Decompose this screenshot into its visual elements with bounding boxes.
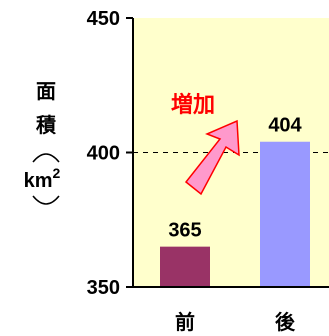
y-axis-label: 面 積 km2: [24, 81, 61, 205]
unit-paren-close-icon: [32, 195, 60, 205]
category-label-1: 前: [175, 310, 195, 334]
annotation-label: 増加: [171, 92, 215, 117]
increase-annotation: 増加: [171, 92, 240, 196]
y-tick-label-3: 450: [87, 8, 120, 30]
increase-arrow-icon: [184, 119, 240, 196]
y-tick-label-2: 400: [87, 143, 120, 165]
category-label-2: 後: [275, 310, 296, 334]
bar-1: [160, 246, 210, 287]
bar-2: [260, 141, 310, 287]
axes: [126, 17, 329, 288]
y-axis-unit: km2: [24, 165, 61, 192]
bars: [160, 141, 310, 287]
y-tick-label-1: 350: [87, 277, 120, 299]
data-label-2: 404: [268, 115, 302, 137]
y-axis-label-line-1: 面: [36, 81, 56, 103]
data-label-1: 365: [168, 220, 201, 242]
x-category-labels: 前後: [175, 310, 296, 334]
y-axis-label-line-2: 積: [36, 114, 57, 137]
y-tick-labels: 350 400 450: [87, 8, 120, 299]
unit-paren-open-icon: [32, 153, 60, 163]
data-labels: 365 404: [168, 115, 302, 242]
